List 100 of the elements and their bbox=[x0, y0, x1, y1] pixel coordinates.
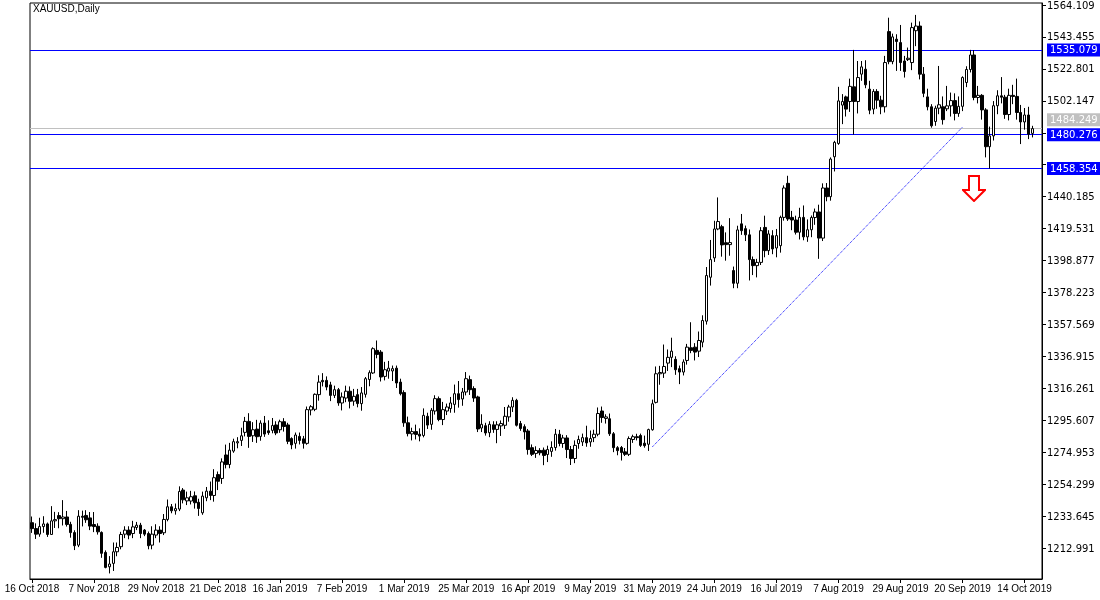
candlestick bbox=[352, 388, 356, 407]
y-tick-label: 1440.185 bbox=[1047, 191, 1095, 203]
candlestick bbox=[422, 407, 425, 438]
candlestick bbox=[228, 442, 231, 469]
candlestick bbox=[127, 525, 131, 540]
x-tick-label: 16 Apr 2019 bbox=[501, 582, 556, 594]
x-tick-label: 9 May 2019 bbox=[564, 582, 617, 594]
y-tick-label: 1233.645 bbox=[1047, 510, 1095, 522]
candlestick bbox=[589, 430, 592, 448]
x-tick-label: 7 Aug 2019 bbox=[813, 582, 865, 594]
candlestick bbox=[798, 207, 801, 240]
candlestick bbox=[585, 425, 588, 448]
candlestick bbox=[620, 445, 623, 462]
y-tick-label: 1357.569 bbox=[1047, 318, 1095, 330]
candlestick bbox=[875, 88, 879, 110]
candlestick bbox=[112, 542, 115, 572]
candlestick bbox=[88, 511, 92, 531]
candlestick bbox=[259, 419, 262, 442]
candlestick bbox=[488, 420, 491, 438]
x-tick-label: 29 Nov 2018 bbox=[127, 582, 185, 594]
candlestick bbox=[236, 436, 239, 449]
y-tick-label: 1295.607 bbox=[1047, 414, 1095, 426]
y-tick-label: 1316.261 bbox=[1047, 382, 1095, 394]
candlestick bbox=[42, 515, 45, 534]
candlestick bbox=[457, 380, 460, 409]
candlestick bbox=[274, 420, 278, 436]
candlestick bbox=[627, 435, 631, 457]
candlestick bbox=[278, 419, 282, 434]
x-tick-label: 7 Nov 2018 bbox=[68, 582, 120, 594]
candlestick bbox=[972, 49, 976, 101]
y-tick-label: 1212.991 bbox=[1047, 542, 1095, 554]
candlestick bbox=[868, 80, 871, 115]
candlestick bbox=[212, 468, 216, 503]
candlestick bbox=[670, 337, 673, 368]
y-tick-label: 1336.915 bbox=[1047, 350, 1095, 362]
candlestick bbox=[639, 433, 642, 448]
candlestick bbox=[534, 445, 538, 459]
candlestick bbox=[189, 490, 193, 505]
candlestick bbox=[271, 417, 274, 434]
y-tick-label: 1378.223 bbox=[1047, 287, 1095, 299]
candlestick bbox=[201, 491, 204, 516]
candlestick bbox=[337, 387, 340, 407]
candlestick bbox=[437, 395, 441, 422]
y-tick-label: 1254.299 bbox=[1047, 478, 1095, 490]
candlestick bbox=[38, 517, 41, 538]
ref-line-label: 1480.276 bbox=[1050, 129, 1098, 141]
x-tick-label: 16 Oct 2018 bbox=[4, 582, 60, 594]
x-tick-label: 7 Feb 2019 bbox=[316, 582, 368, 594]
candlestick bbox=[286, 422, 290, 445]
candlestick bbox=[305, 406, 309, 446]
candlestick bbox=[1027, 106, 1030, 140]
candlestick bbox=[356, 388, 359, 408]
x-tick-label: 20 Sep 2019 bbox=[934, 582, 992, 594]
candlestick bbox=[802, 204, 805, 241]
candlestick bbox=[1007, 88, 1011, 121]
candlestick bbox=[247, 412, 251, 449]
candlestick bbox=[414, 424, 418, 440]
candlestick bbox=[298, 432, 301, 445]
y-tick-label: 1419.531 bbox=[1047, 223, 1095, 235]
candlestick bbox=[453, 384, 456, 414]
candlestick bbox=[185, 491, 189, 506]
candlestick bbox=[495, 420, 499, 444]
candlestick bbox=[263, 415, 266, 438]
candlestick bbox=[558, 429, 561, 447]
candlestick bbox=[542, 447, 546, 466]
ref-line-label: 1535.079 bbox=[1050, 44, 1098, 56]
candlestick bbox=[573, 439, 577, 464]
candlestick bbox=[748, 228, 751, 281]
candlestick bbox=[895, 33, 898, 72]
y-tick-label: 1274.953 bbox=[1047, 446, 1095, 458]
candlestick bbox=[139, 522, 142, 539]
x-tick-label: 29 Aug 2019 bbox=[872, 582, 929, 594]
y-tick-label: 1398.877 bbox=[1047, 255, 1095, 267]
x-tick-label: 24 Jun 2019 bbox=[686, 582, 743, 594]
y-tick-label: 1564.109 bbox=[1047, 0, 1095, 11]
candlestick bbox=[131, 520, 135, 539]
candlestick bbox=[515, 398, 518, 427]
x-tick-label: 16 Jan 2019 bbox=[252, 582, 309, 594]
x-tick-label: 25 Mar 2019 bbox=[438, 582, 495, 594]
ref-line-label: 1484.249 bbox=[1050, 114, 1098, 126]
candlestick bbox=[50, 505, 53, 536]
y-tick-label: 1543.455 bbox=[1047, 31, 1095, 43]
candlestick bbox=[178, 485, 181, 512]
candlestick bbox=[267, 419, 270, 436]
x-tick-label: 16 Jul 2019 bbox=[750, 582, 803, 594]
candlestick bbox=[348, 385, 352, 409]
candlestick bbox=[771, 229, 774, 255]
x-tick-label: 21 Dec 2018 bbox=[189, 582, 247, 594]
candlestick bbox=[852, 49, 856, 136]
candlestick bbox=[387, 360, 390, 380]
candlestick bbox=[92, 511, 96, 533]
x-tick-label: 31 May 2019 bbox=[623, 582, 682, 594]
candlestick bbox=[728, 217, 732, 257]
candlestick bbox=[953, 92, 957, 121]
y-tick-label: 1522.801 bbox=[1047, 63, 1095, 75]
ref-line-label: 1458.354 bbox=[1050, 163, 1098, 175]
y-tick-label: 1502.147 bbox=[1047, 95, 1095, 107]
candlestick bbox=[61, 499, 65, 526]
candlestick bbox=[255, 419, 259, 444]
x-tick-label: 1 Mar 2019 bbox=[378, 582, 430, 594]
